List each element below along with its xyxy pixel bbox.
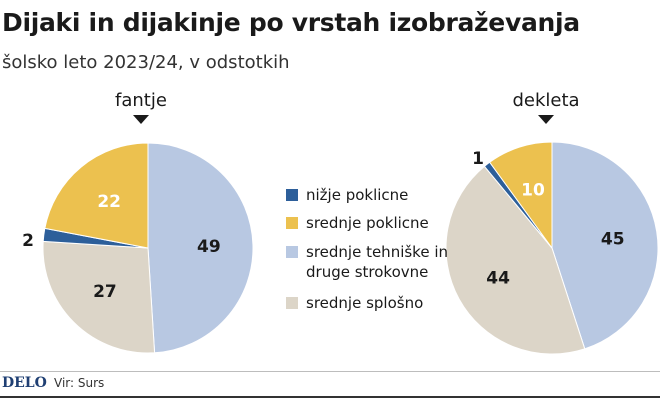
bottom-divider (0, 396, 660, 398)
slice-label-fantje-srednje_splosno: 27 (93, 282, 117, 302)
brand-logo: DELO (2, 375, 47, 391)
slice-label-dekleta-srednje_tehniske: 45 (601, 229, 625, 249)
pie-pointer-icon (133, 115, 149, 124)
pie-slice-fantje-srednje_splosno (42, 240, 156, 354)
legend-swatch-srednje_splosno (286, 297, 298, 309)
legend-swatch-nizje_poklicne (286, 189, 298, 201)
legend-label-srednje_splosno: srednje splošno (306, 294, 423, 312)
pie-slice-fantje-srednje_poklicne (44, 142, 149, 249)
legend-swatch-srednje_poklicne (286, 217, 298, 229)
legend-label-srednje_poklicne: srednje poklicne (306, 214, 429, 232)
legend-label-srednje_tehniske: srednje tehniške in (306, 243, 448, 261)
pie-slice-dekleta-srednje_splosno (445, 165, 586, 355)
legend-swatch-srednje_tehniske (286, 246, 298, 258)
slice-label-fantje-srednje_poklicne: 22 (97, 192, 121, 212)
slice-label-fantje-srednje_tehniske: 49 (197, 237, 221, 257)
legend-label-srednje_tehniske-line2: druge strokovne (306, 263, 428, 281)
slice-label-dekleta-srednje_splosno: 44 (486, 269, 510, 289)
pie-slice-fantje-srednje_tehniske (147, 142, 254, 354)
pie-pointer-icon (538, 115, 554, 124)
pie-title-dekleta: dekleta (512, 90, 579, 111)
slice-label-dekleta-nizje_poklicne: 1 (472, 149, 484, 169)
slice-label-dekleta-srednje_poklicne: 10 (521, 181, 545, 201)
pie-slice-dekleta-srednje_tehniske (551, 141, 659, 350)
slice-label-fantje-nizje_poklicne: 2 (22, 231, 34, 251)
footer-divider (0, 371, 660, 372)
legend-label-nizje_poklicne: nižje poklicne (306, 186, 408, 204)
pie-slice-dekleta-srednje_poklicne (488, 141, 553, 250)
source-note: Vir: Surs (54, 376, 105, 390)
pie-title-fantje: fantje (115, 90, 167, 111)
chart-title: Dijaki in dijakinje po vrstah izobraževa… (2, 8, 580, 37)
chart-subtitle: šolsko leto 2023/24, v odstotkih (2, 52, 290, 73)
